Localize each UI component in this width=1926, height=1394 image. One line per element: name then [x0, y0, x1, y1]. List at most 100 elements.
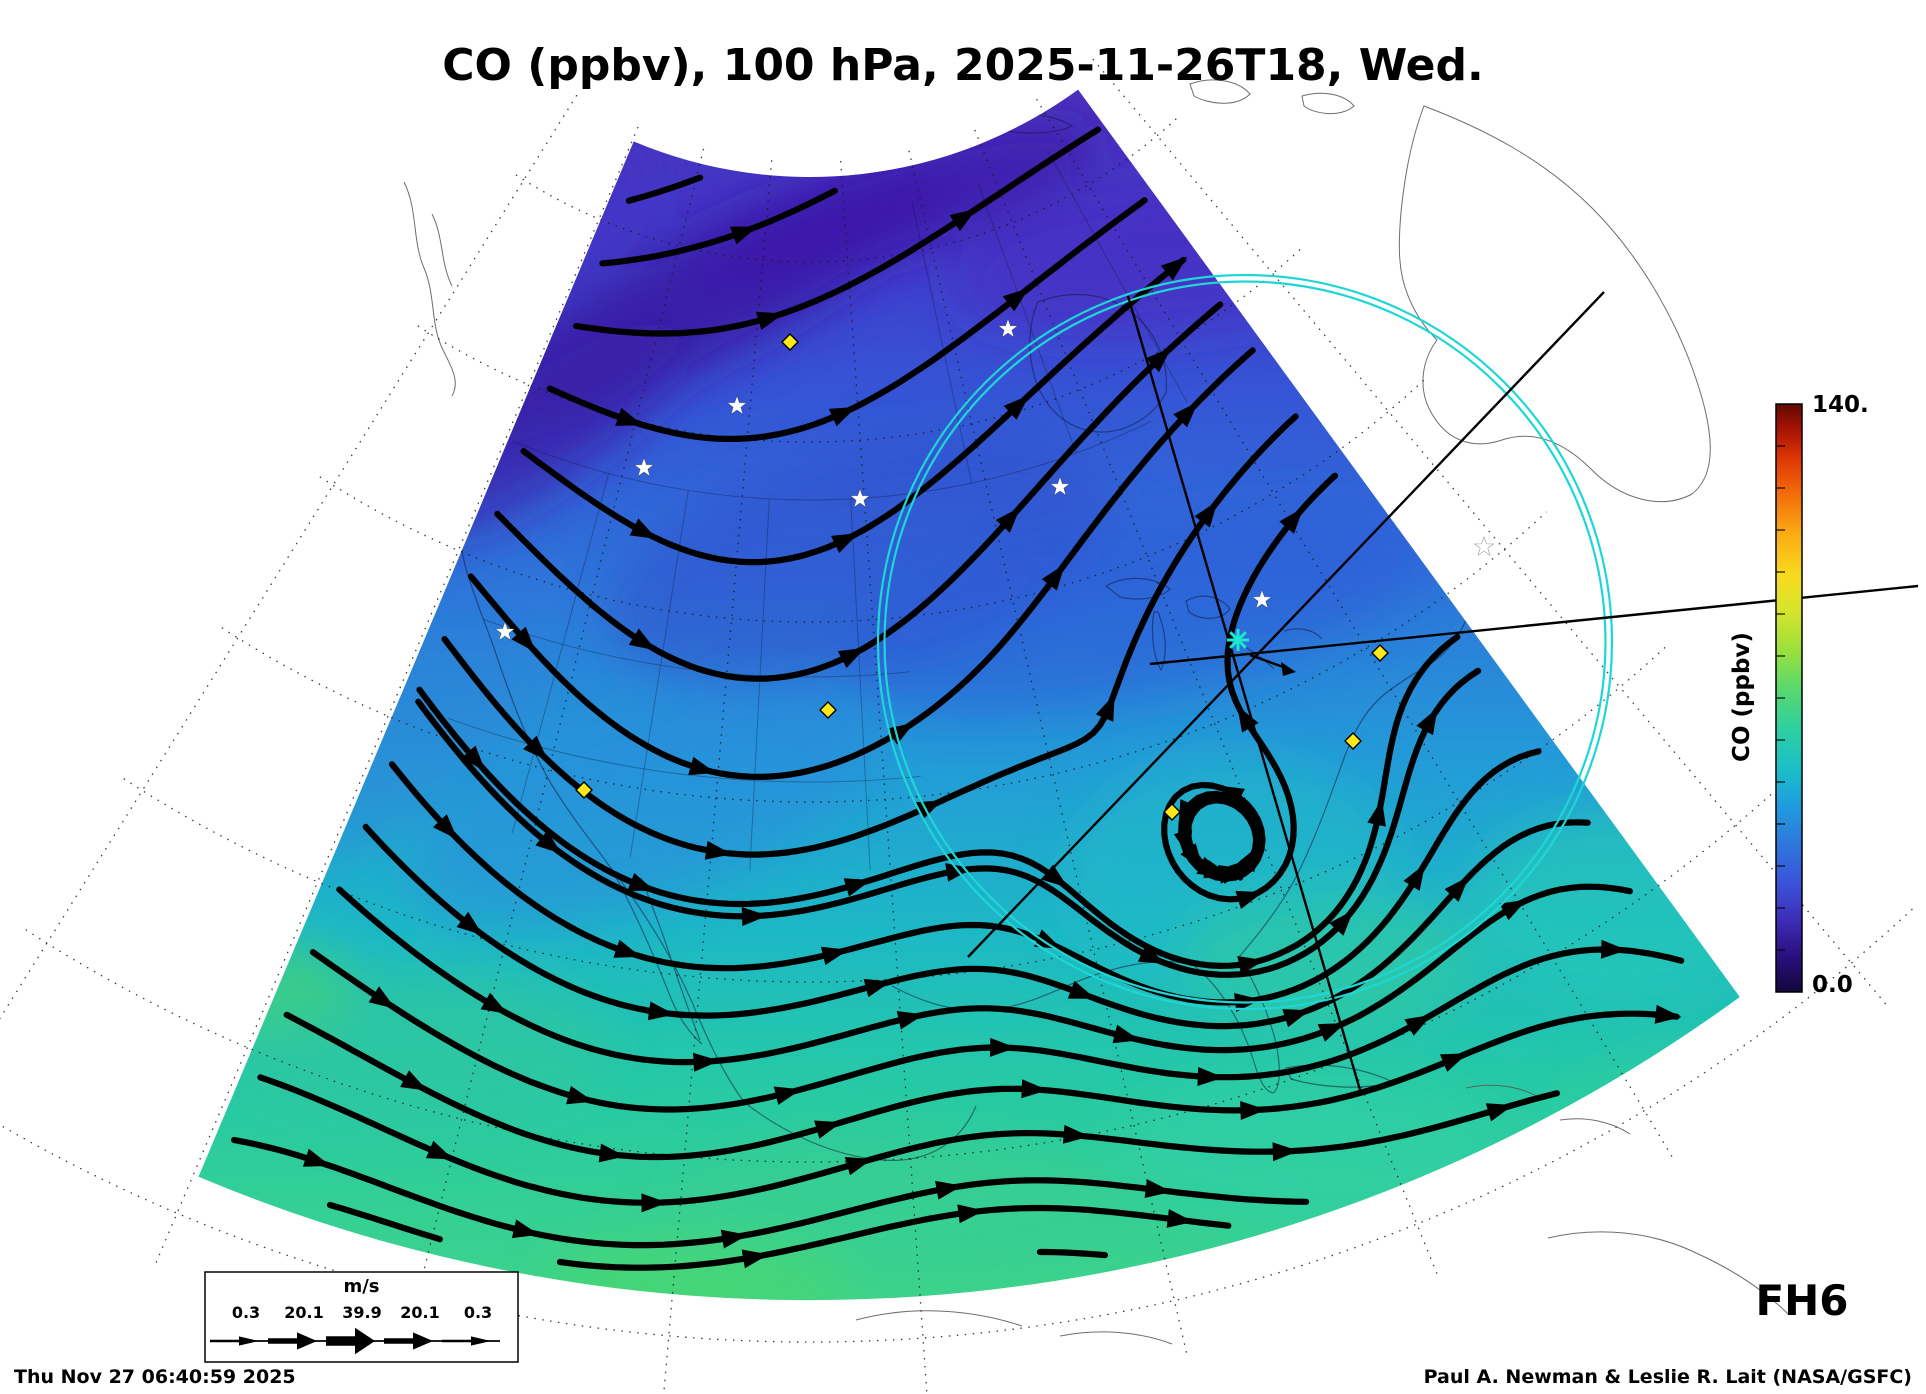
wind-arrow	[843, 878, 872, 897]
wind-arrow	[1173, 401, 1199, 428]
wind-arrow	[1279, 507, 1304, 534]
wind-arrow	[1282, 1009, 1310, 1028]
wind-arrow	[566, 1085, 594, 1105]
wind-arrow	[1237, 956, 1265, 975]
streamline	[599, 187, 838, 267]
wind-arrow	[896, 1011, 925, 1030]
wind-arrow	[1180, 843, 1204, 870]
wind-arrow	[1197, 1067, 1224, 1086]
wind-arrow	[1062, 1124, 1090, 1144]
coastlines-outside	[403, 79, 1789, 1345]
wind-arrow	[1499, 899, 1527, 921]
wind-arrow	[1003, 395, 1030, 420]
streamline	[231, 1136, 1310, 1249]
diamond-marker	[819, 701, 837, 719]
wind-arrow	[1166, 1209, 1194, 1228]
streamline	[625, 174, 704, 204]
wind-arrow	[1095, 694, 1115, 722]
hudson-bay	[1029, 293, 1168, 433]
border-line	[629, 490, 689, 858]
star-marker	[726, 394, 748, 415]
wind-arrow	[523, 735, 549, 761]
wind-arrow	[1160, 256, 1188, 281]
wind-arrow	[1112, 1024, 1140, 1044]
graticule-parallel	[417, 248, 1302, 443]
wind-arrow	[949, 208, 977, 231]
graticule-parallel	[25, 774, 1793, 1163]
wind-arrow	[1654, 1004, 1682, 1024]
wind-arrow	[647, 1001, 675, 1021]
streamline	[257, 1074, 1560, 1206]
border-line	[977, 182, 1077, 454]
legend-arrow-icon	[471, 1336, 491, 1346]
border-line	[911, 201, 973, 484]
wind-arrow	[1173, 829, 1193, 857]
wind-arrow	[688, 756, 716, 776]
colorbar-ticks	[1776, 445, 1785, 951]
graticule-meridian	[974, 129, 1440, 1280]
wind-arrow	[1218, 865, 1246, 884]
wind-arrow	[1034, 929, 1062, 949]
streamline	[283, 1010, 1680, 1161]
streamline	[1036, 1248, 1108, 1259]
wind-arrow	[957, 1204, 985, 1224]
wind-arrow	[615, 407, 643, 426]
wind-arrow	[598, 1143, 626, 1163]
range-ring	[883, 280, 1607, 1004]
wind-arrow	[461, 745, 486, 772]
diamond-marker	[1371, 644, 1389, 662]
wind-arrow	[628, 628, 656, 651]
streamline	[573, 126, 1102, 337]
wind-arrow	[535, 830, 562, 854]
wind-arrow	[1403, 863, 1426, 891]
graticule-meridian	[840, 160, 928, 1394]
wind-arrow	[1600, 939, 1628, 959]
coastline	[446, 377, 977, 1162]
wind-arrow	[887, 722, 915, 745]
star-marker	[997, 317, 1019, 338]
coastline	[403, 181, 456, 397]
wind-arrow	[1317, 1023, 1346, 1042]
colorbar-max-label: 140.	[1812, 392, 1869, 418]
co-field	[198, 89, 1740, 1301]
page-title: CO (ppbv), 100 hPa, 2025-11-26T18, Wed.	[442, 40, 1484, 91]
wind-arrow	[1041, 864, 1069, 888]
range-ring	[876, 273, 1614, 1011]
graticule-meridian	[0, 94, 578, 1020]
graticule-meridian	[402, 148, 705, 1353]
wind-arrow	[613, 939, 642, 958]
wind-arrow	[837, 647, 866, 668]
wind-arrow	[1002, 287, 1030, 312]
wind-legend-value: 0.3	[463, 1303, 493, 1322]
wind-arrow	[1178, 799, 1198, 827]
wind-arrow	[1444, 876, 1470, 902]
wind-arrow	[1196, 856, 1224, 877]
streamline	[336, 883, 1633, 1066]
diamond-marker	[781, 333, 799, 351]
border-line	[850, 498, 871, 871]
wind-legend-value: 0.3	[231, 1303, 261, 1322]
coastline	[891, 608, 1472, 1094]
streamline	[415, 667, 1482, 978]
wind-arrow	[1217, 785, 1245, 806]
wind-arrow	[1041, 564, 1065, 591]
wind-legend-value: 20.1	[400, 1303, 440, 1322]
wind-arrow	[480, 992, 508, 1014]
colorbar-axis-label: CO (ppbv)	[1729, 632, 1755, 762]
coastline	[1189, 79, 1355, 114]
streamline	[326, 1201, 443, 1243]
wind-arrow	[773, 1086, 802, 1105]
streamline	[362, 819, 1591, 1030]
diamond-marker	[1344, 732, 1362, 750]
wind-arrow	[995, 507, 1021, 533]
wind-legend-arrows	[210, 1327, 500, 1355]
wind-arrow	[1440, 1053, 1468, 1072]
legend-arrow-icon	[355, 1327, 375, 1355]
wind-arrow	[368, 986, 396, 1009]
wind-arrow	[456, 911, 483, 936]
graticule-meridian	[908, 150, 1189, 1360]
streamline	[416, 633, 1461, 969]
graticule-parallel	[0, 906, 1916, 1343]
wind-arrow	[1367, 799, 1386, 827]
streamline	[546, 197, 1148, 442]
